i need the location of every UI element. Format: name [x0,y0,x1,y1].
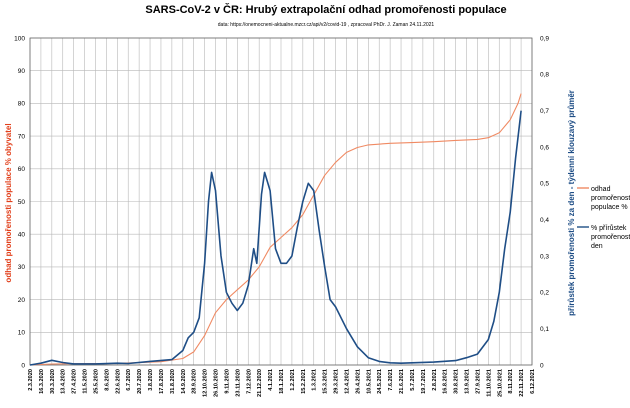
x-tick-label: 20.7.2020 [137,369,143,394]
x-tick-label: 14.9.2020 [181,369,187,394]
legend: odhad promořenosti populace % % přírůste… [577,186,630,250]
x-tick-label: 12.4.2021 [344,369,350,394]
x-tick-label: 31.8.2020 [170,369,176,394]
y-tick-label-right: 0,9 [540,35,549,42]
chart-title: SARS-CoV-2 v ČR: Hrubý extrapolační odha… [145,3,506,16]
y-tick-label-right: 0,1 [540,326,549,333]
x-tick-label: 27.4.2020 [72,369,78,394]
x-tick-label: 8.6.2020 [104,369,110,391]
y-tick-label-left: 70 [18,133,26,140]
x-tick-label: 24.5.2021 [377,369,383,394]
x-tick-label: 2.3.2020 [28,369,34,391]
chart-subtitle: data: https://onemocneni-aktualne.mzcr.c… [218,22,435,28]
y-tick-label-right: 0,7 [540,108,549,115]
y-tick-label-left: 10 [18,330,26,337]
x-tick-label: 16.3.2020 [39,369,45,394]
x-tick-label: 4.1.2021 [268,369,274,391]
x-tick-label: 25.10.2021 [497,369,503,397]
x-tick-label: 23.11.2020 [235,369,241,397]
y-tick-label-left: 50 [18,199,26,206]
y-tick-label-left: 100 [14,35,25,42]
legend-label-blue: % přírůstek [591,224,627,232]
x-tick-label: 15.3.2021 [323,369,329,394]
x-tick-label: 9.11.2020 [224,369,230,394]
x-tick-label: 7.6.2021 [388,369,394,391]
legend-label-blue: promořenosti za [591,234,630,241]
x-tick-label: 22.6.2020 [115,369,121,394]
legend-label-orange: promořenosti [591,195,630,202]
y-tick-label-left: 40 [18,232,26,239]
x-tick-label: 6.7.2020 [126,369,132,391]
x-tick-label: 3.8.2020 [148,369,154,391]
legend-label-orange: odhad [591,186,611,193]
x-tick-label: 8.11.2021 [508,369,514,394]
axes: 2.3.2020 16.3.2020 30.3.2020 13.4.2020 27.4.… [14,35,549,397]
y-axis-left-label: odhad promořenosti populace % obyvatel [4,123,13,282]
x-tick-label: 12.10.2020 [203,369,209,397]
x-tick-label: 17.8.2020 [159,369,165,394]
x-tick-label: 27.9.2021 [475,369,481,394]
x-tick-label: 11.5.2020 [83,369,89,394]
series-line-prirustek [29,110,522,366]
x-tick-label: 6.12.2021 [530,369,536,394]
x-tick-label: 25.5.2020 [93,369,99,394]
x-tick-label: 26.4.2021 [355,369,361,394]
x-tick-label: 30.3.2020 [50,369,56,394]
grid [29,37,533,366]
x-tick-label: 16.8.2021 [443,369,449,394]
x-tick-label: 21.6.2021 [399,369,405,394]
y-tick-label-left: 80 [18,101,26,108]
x-tick-label: 30.8.2021 [454,369,460,394]
y-tick-label-left: 60 [18,166,26,173]
legend-label-orange: populace % [591,204,628,211]
y-tick-label-left: 0 [21,362,25,369]
y-tick-label-right: 0,5 [540,181,549,188]
x-tick-label: 13.9.2021 [465,369,471,394]
y-tick-label-left: 90 [18,68,26,75]
x-tick-label: 29.3.2021 [334,369,340,394]
x-tick-label: 26.10.2020 [214,369,220,397]
x-tick-label: 13.4.2020 [61,369,67,394]
series-line-promorenost [29,93,522,366]
x-tick-label: 21.12.2020 [257,369,263,397]
x-tick-label: 1.2.2021 [290,369,296,391]
plot-frame [29,37,533,366]
x-tick-label: 5.7.2021 [410,369,416,391]
y-axis-right-label: přírůstek promořenosti % za den - týdenn… [567,90,576,316]
legend-label-blue: den [591,243,603,250]
x-tick-label: 22.11.2021 [519,369,525,397]
x-tick-label: 15.2.2021 [301,369,307,394]
y-tick-label-right: 0,6 [540,144,549,151]
y-tick-label-right: 0 [540,362,544,369]
x-tick-label: 10.5.2021 [366,369,372,394]
x-tick-label: 2.8.2021 [432,369,438,391]
x-tick-label: 18.1.2021 [279,369,285,394]
y-tick-label-right: 0,8 [540,72,549,79]
x-tick-label: 1.3.2021 [312,369,318,391]
x-tick-label: 11.10.2021 [486,369,492,397]
y-tick-label-left: 30 [18,264,26,271]
y-tick-label-left: 20 [18,297,26,304]
x-tick-label: 19.7.2021 [421,369,427,394]
y-tick-label-right: 0,4 [540,217,549,224]
series-group [29,93,522,366]
y-tick-label-right: 0,2 [540,290,549,297]
x-tick-label: 7.12.2020 [246,369,252,394]
x-tick-label: 28.9.2020 [192,369,198,394]
y-tick-label-right: 0,3 [540,253,549,260]
